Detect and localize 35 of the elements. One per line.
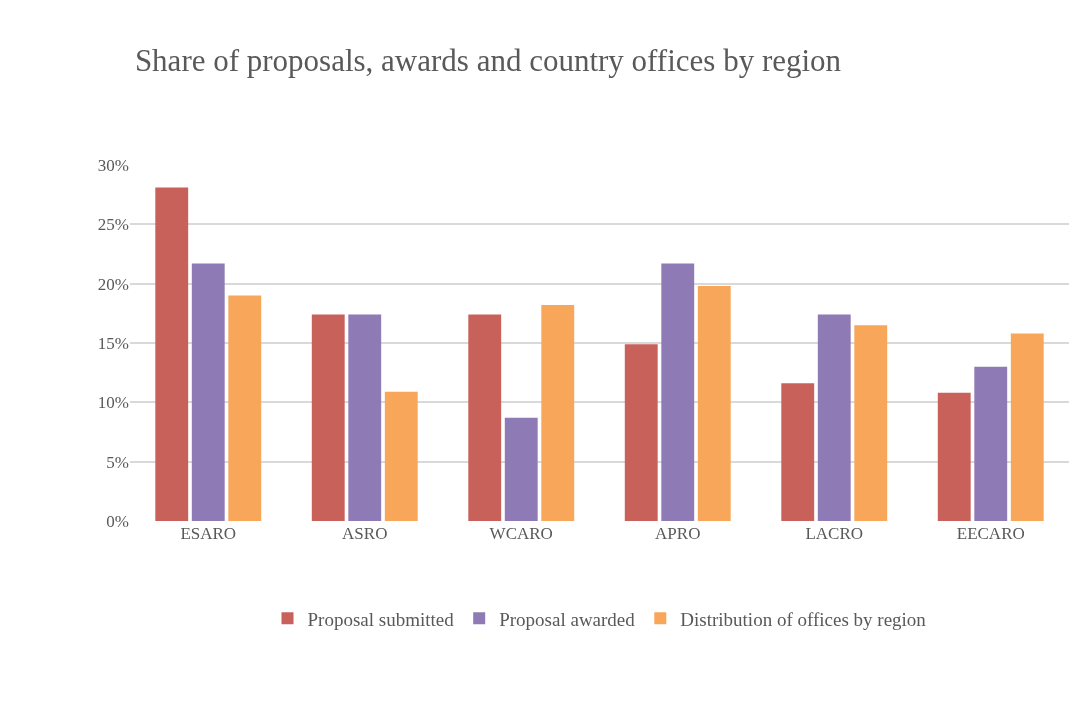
bar: [817, 314, 851, 521]
chart-title: Share of proposals, awards and country offices by region: [134, 43, 842, 79]
bar: [311, 314, 345, 521]
bar: [697, 286, 731, 521]
y-tick-label: 20%: [97, 274, 129, 294]
y-tick-label: 30%: [97, 155, 129, 175]
legend-label: Distribution of offices by region: [680, 608, 927, 630]
bar: [155, 187, 189, 521]
bar: [504, 417, 538, 521]
x-tick-label: EECARO: [956, 524, 1025, 543]
bar: [624, 344, 658, 521]
y-tick-label: 0%: [106, 511, 129, 531]
x-tick-label: ESARO: [180, 524, 237, 543]
x-tick-label: ASRO: [342, 524, 388, 543]
y-tick-label: 15%: [97, 333, 129, 353]
bar: [937, 392, 971, 521]
bar: [348, 314, 382, 521]
bar: [854, 325, 888, 521]
bar: [228, 295, 262, 521]
x-tick-label: WCARO: [489, 524, 553, 543]
legend-label: Proposal submitted: [307, 608, 455, 630]
y-tick-label: 25%: [97, 215, 129, 235]
bar: [191, 263, 225, 521]
x-tick-label: APRO: [655, 524, 701, 543]
bar: [541, 305, 575, 521]
bar: [384, 391, 418, 521]
x-tick-label: LACRO: [805, 524, 864, 543]
bar: [974, 366, 1008, 521]
bar: [661, 263, 695, 521]
bar: [468, 314, 502, 521]
y-tick-label: 10%: [97, 393, 129, 413]
y-tick-label: 5%: [106, 452, 129, 472]
bar: [781, 383, 815, 521]
legend-label: Proposal awarded: [499, 608, 636, 630]
bar: [1010, 333, 1044, 521]
